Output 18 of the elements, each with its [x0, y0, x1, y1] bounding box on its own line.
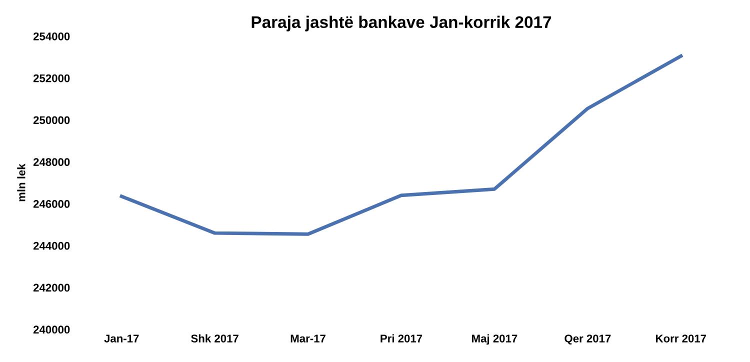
y-tick-label: 240000	[33, 326, 70, 334]
x-tick-label: Maj 2017	[472, 334, 518, 345]
y-axis-title: mln lek	[17, 164, 26, 202]
x-tick-label: Qer 2017	[564, 334, 611, 345]
line-series	[120, 54, 683, 236]
x-tick-label: Pri 2017	[380, 334, 422, 342]
y-tick-label: 252000	[33, 74, 70, 82]
chart-title: Paraja jashtë bankave Jan-korrik 2017	[252, 16, 552, 32]
y-tick-label: 242000	[33, 284, 70, 292]
x-tick-label: Jan-17	[104, 334, 139, 342]
y-tick-label: 250000	[33, 116, 70, 124]
y-tick-label: 254000	[33, 32, 70, 40]
y-tick-label: 244000	[33, 242, 70, 250]
x-tick-label: Shk 2017	[191, 334, 238, 342]
x-tick-label: Korr 2017	[656, 334, 706, 342]
x-tick-label: Mar-17	[290, 334, 326, 342]
y-tick-label: 246000	[33, 200, 70, 208]
y-tick-label: 248000	[33, 158, 70, 166]
